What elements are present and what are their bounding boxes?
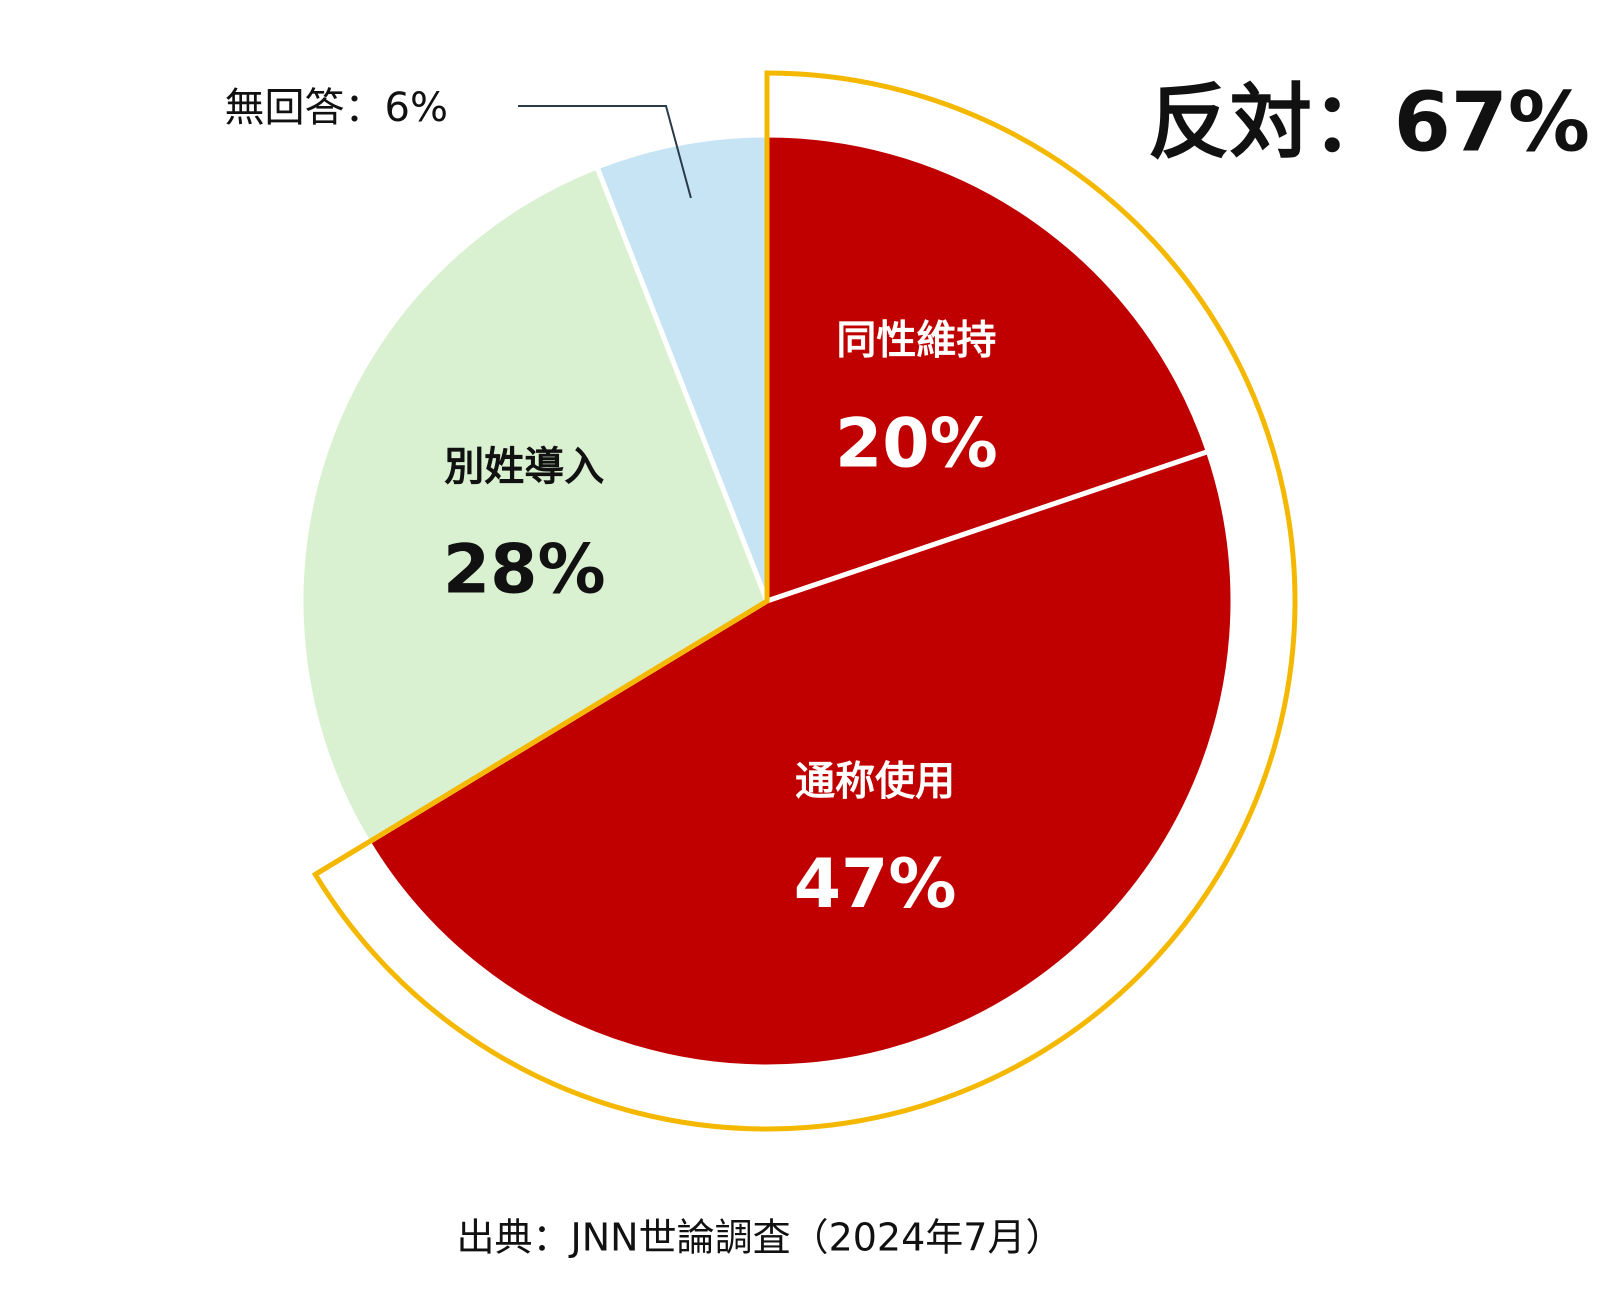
slice-value: 6% (385, 85, 448, 131)
annotation: 反対：67% (1148, 75, 1590, 170)
source: 出典：JNN世論調査（2024年7月） (457, 1216, 1064, 1260)
slice-label: 別姓導入 (444, 444, 604, 490)
leader-line (518, 105, 692, 199)
slice-value: 20% (835, 404, 998, 483)
slice-value: 47% (794, 845, 957, 924)
slice-label: 同性維持 (836, 318, 996, 364)
separator: ： (345, 85, 385, 131)
slice-label: 無回答 (225, 85, 345, 131)
pie-slice (594, 132, 770, 604)
highlight-edge (314, 73, 770, 877)
slice-value: 28% (443, 530, 606, 609)
pie-slice (298, 164, 770, 845)
pie-slice (365, 448, 1236, 1070)
slice-label: 通称使用 (795, 758, 955, 804)
pie-slice (764, 132, 1211, 604)
outside-label: 無回答：6% (225, 85, 448, 131)
highlight-outline (311, 70, 1298, 1132)
